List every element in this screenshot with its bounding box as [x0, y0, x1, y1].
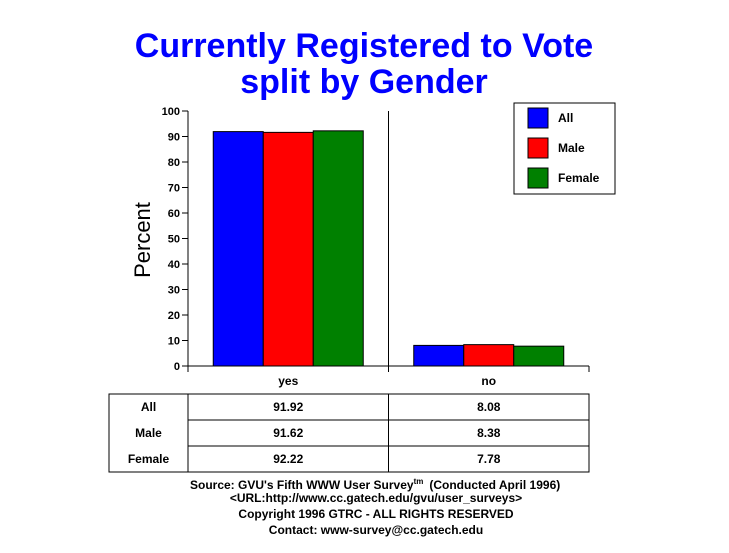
table-cell-value: 8.38	[477, 426, 501, 440]
x-tick-label: yes	[278, 374, 298, 388]
y-tick-label: 30	[168, 285, 180, 297]
legend-swatch-all	[527, 107, 549, 129]
y-tick-label: 10	[168, 336, 180, 348]
x-tick-label: no	[481, 374, 496, 388]
table-row-label: All	[141, 400, 156, 414]
y-tick-label: 20	[168, 310, 180, 322]
legend-label-all: All	[558, 111, 573, 125]
y-tick-label: 80	[168, 157, 180, 169]
y-tick-label: 90	[168, 132, 180, 144]
chart-title: Currently Registered to Vote split by Ge…	[135, 27, 593, 101]
y-tick-label: 70	[168, 183, 180, 195]
source-line-4: Contact: www-survey@cc.gatech.edu	[269, 523, 483, 537]
table-cell-value: 91.92	[273, 400, 303, 414]
x-axis-categories: yes no	[278, 374, 496, 388]
y-tick-label: 60	[168, 208, 180, 220]
table-row-label: Male	[135, 426, 162, 440]
y-axis-label: Percent	[130, 202, 155, 278]
y-axis-ticks: 0 10 20 30 40 50 60 70 80 90 100	[162, 106, 188, 373]
source-line-3: Copyright 1996 GTRC - ALL RIGHTS RESERVE…	[238, 507, 513, 521]
source-line-2: <URL:http://www.cc.gatech.edu/gvu/user_s…	[230, 491, 522, 505]
bar-male-yes	[262, 131, 314, 367]
table-border	[108, 393, 590, 473]
bar-male-no	[463, 344, 515, 367]
y-tick-label: 50	[168, 234, 180, 246]
table-cell-value: 8.08	[477, 400, 501, 414]
legend-swatch-female	[527, 167, 549, 189]
source-credits: Source: GVU's Fifth WWW User Surveytm (Co…	[190, 477, 560, 537]
legend: All Male Female	[513, 102, 616, 195]
table-cell-value: 7.78	[477, 452, 501, 466]
bars	[212, 130, 565, 367]
y-tick-label: 0	[174, 361, 180, 373]
table-cell-value: 92.22	[273, 452, 303, 466]
bar-all-yes	[212, 131, 264, 367]
bar-all-no	[413, 344, 465, 367]
legend-label-male: Male	[558, 141, 585, 155]
legend-swatch-male	[527, 137, 549, 159]
data-table: All 91.92 8.08 Male 91.62 8.38 Female 92.22 7.78	[108, 393, 590, 473]
chart-title-line-2: split by Gender	[240, 63, 488, 101]
table-cell-value: 91.62	[273, 426, 303, 440]
bar-female-no	[513, 345, 565, 367]
bar-female-yes	[312, 130, 364, 367]
y-tick-label: 100	[162, 106, 180, 118]
source-line-1: Source: GVU's Fifth WWW User Surveytm (Co…	[190, 477, 560, 492]
table-row-label: Female	[128, 452, 170, 466]
chart-title-line-1: Currently Registered to Vote	[135, 27, 593, 65]
y-tick-label: 40	[168, 259, 180, 271]
legend-label-female: Female	[558, 171, 600, 185]
